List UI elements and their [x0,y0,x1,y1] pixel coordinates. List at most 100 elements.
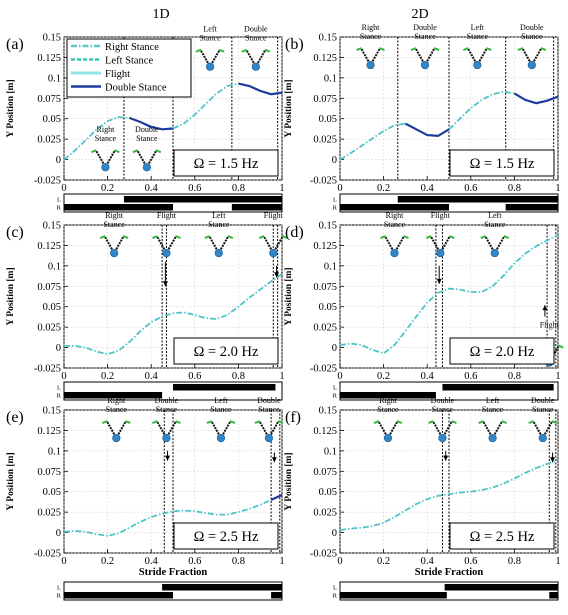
toe-left [152,420,158,425]
x-tick-label: 0.8 [232,183,245,194]
y-tick-label: 0.075 [37,282,61,293]
panel-label: (b) [285,36,304,53]
toe-right [396,420,403,425]
stance-bar-r [505,204,558,211]
y-tick-label: 0.1 [48,261,61,272]
phase-annotation-label: Right [362,23,381,32]
body-mass-dot [110,248,119,258]
y-tick-label: 0 [332,155,337,166]
toe-left [517,47,524,52]
x-tick-label: 0.6 [188,371,201,382]
frequency-box [449,149,555,177]
stance-bar-r [64,392,163,399]
toe-right [451,420,457,425]
phase-annotation-label: Stance [245,34,267,43]
y-tick-label: 0.025 [37,323,61,334]
toe-right [277,420,284,425]
phase-annotation-label: Right [105,211,124,220]
phase-annotation-label: Left [203,25,217,34]
panel-label: (a) [6,36,24,53]
toe-left [195,48,202,53]
x-axis-label: Stride Fraction [415,567,484,578]
toe-left [478,420,484,425]
phase-annotation-label: Stance [414,32,436,41]
y-tick-label: 0.1 [48,73,61,84]
body-mass-dot [538,433,547,443]
phase-annotation-label: Right [386,211,405,220]
y-tick-label: -0.025 [310,549,337,560]
y-axis-label: Y Position [m] [284,79,294,137]
toe-left [462,47,469,52]
body-mass-dot [251,62,260,71]
toe-left [91,149,97,154]
phase-annotation: Flight [152,211,181,258]
x-tick-label: 0.6 [464,556,477,567]
y-tick-label: 0.125 [313,426,337,437]
x-tick-label: 0.4 [145,183,159,194]
y-tick-label: 0.1 [324,261,337,272]
x-tick-label: 1 [555,371,560,382]
phase-annotation-label: Right [107,396,126,405]
stance-bar-label: L [57,385,61,392]
stance-bar-r [64,592,173,599]
toe-left [254,420,261,425]
phase-annotation-label: Stance [432,405,454,414]
y-tick-label: -0.025 [310,364,337,375]
phase-annotation-label: Stance [521,32,543,41]
x-axis-label: Stride Fraction [139,567,208,578]
phase-annotation-label: Double [155,396,179,405]
stance-curve [63,499,272,537]
x-tick-label: 0.8 [508,556,521,567]
x-tick-label: 1 [279,371,284,382]
stance-bar-label: R [333,393,338,400]
panel-label: (d) [285,224,304,241]
y-tick-label: -0.025 [34,364,61,375]
arrow-head [162,281,168,287]
body-mass-dot [162,433,171,443]
phase-annotation-label: Double [244,25,268,34]
phase-annotation-label: Right [379,396,398,405]
stance-bar-r [64,204,173,211]
y-tick-label: 0.05 [43,114,61,125]
x-tick-label: 0.8 [508,183,521,194]
toe-right [114,149,120,154]
toe-right [433,47,440,52]
body-mass-dot [205,62,215,71]
y-tick-label: -0.025 [310,176,337,187]
toe-right [175,235,181,240]
phase-annotation-label: Double [413,23,437,32]
stance-bar-chart: LR [333,581,559,601]
y-tick-label: 0 [56,155,61,166]
phase-annotation-label: Stance [258,405,280,414]
phase-annotation-label: Flight [264,211,284,220]
y-tick-label: 0.1 [324,446,337,457]
toe-right [264,48,271,53]
y-axis-label: Y Position [m] [6,267,16,325]
toe-left [410,47,417,52]
phase-annotation-label: Left [212,211,226,220]
toe-right [557,344,564,349]
toe-left [380,235,386,240]
frequency-box [173,149,279,177]
y-axis-label: Y Position [m] [6,79,16,137]
arrow-head [443,455,449,461]
stance-curve [339,234,559,355]
body-mass-dot [420,60,430,70]
y-tick-label: 0.025 [313,135,337,146]
phase-annotation-label: Stance [482,405,504,414]
stance-bar-l [444,584,558,591]
body-mass-dot [490,248,499,258]
y-tick-label: 0.05 [319,302,337,313]
body-mass-dot [101,163,110,172]
body-mass-dot [216,433,226,443]
toe-right [403,235,409,240]
y-tick-label: 0 [56,343,61,354]
stance-bar-label: R [57,205,62,212]
